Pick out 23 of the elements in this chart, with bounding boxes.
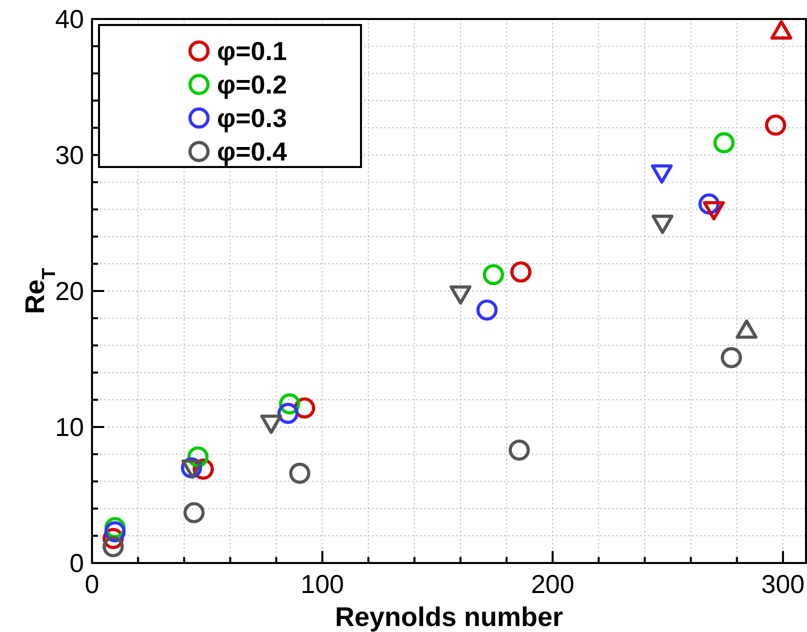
point	[764, 114, 786, 136]
point	[720, 347, 742, 368]
point	[510, 261, 532, 283]
x-tick-label: 300	[761, 569, 805, 599]
x-tick-label: 100	[300, 569, 344, 599]
x-axis-title: Reynolds number	[334, 602, 564, 632]
legend-label: φ=0.3	[217, 103, 287, 133]
point	[713, 132, 735, 154]
legend-label: φ=0.1	[217, 36, 287, 66]
point	[102, 536, 124, 558]
x-tick-label: 200	[530, 569, 574, 599]
y-tick-label: 0	[70, 548, 84, 578]
point	[482, 264, 504, 286]
point	[183, 502, 205, 524]
point	[277, 402, 299, 424]
point	[508, 440, 530, 461]
y-tick-label: 40	[55, 4, 84, 34]
point	[476, 299, 498, 321]
y-tick-label: 10	[55, 412, 84, 442]
y-tick-label: 30	[55, 140, 84, 170]
point	[289, 462, 310, 484]
legend-label: φ=0.4	[217, 136, 288, 166]
legend-label: φ=0.2	[217, 70, 287, 100]
